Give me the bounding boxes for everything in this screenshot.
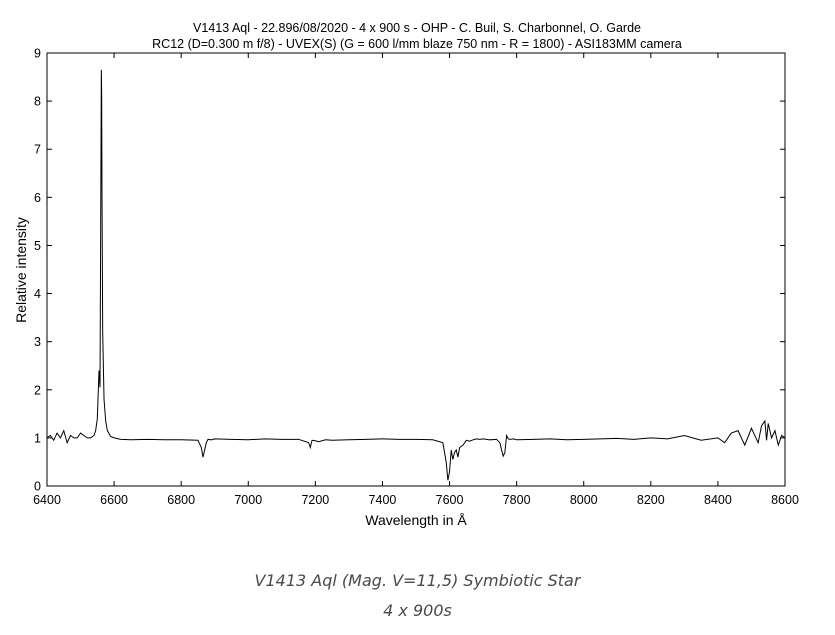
x-tick-label: 7400 bbox=[369, 493, 397, 507]
x-tick-label: 8400 bbox=[704, 493, 732, 507]
x-tick-label: 7000 bbox=[234, 493, 262, 507]
y-tick-label: 1 bbox=[34, 431, 41, 445]
series-line-spectrum bbox=[46, 69, 786, 481]
x-tick-label: 7200 bbox=[301, 493, 329, 507]
chart-title: V1413 Aql - 22.896/08/2020 - 4 x 900 s -… bbox=[193, 21, 641, 35]
x-tick-label: 8600 bbox=[771, 493, 799, 507]
x-tick-label: 7600 bbox=[436, 493, 464, 507]
y-tick-label: 9 bbox=[34, 47, 41, 61]
caption-line-1: V1413 Aql (Mag. V=11,5) Symbiotic Star bbox=[254, 571, 581, 590]
x-tick-label: 8200 bbox=[637, 493, 665, 507]
x-axis-label: Wavelength in Å bbox=[365, 512, 467, 528]
y-tick-label: 7 bbox=[34, 143, 41, 157]
x-tick-label: 8000 bbox=[570, 493, 598, 507]
y-tick-label: 6 bbox=[34, 191, 41, 205]
chart-subtitle: RC12 (D=0.300 m f/8) - UVEX(S) (G = 600 … bbox=[152, 37, 682, 51]
y-axis-ticks: 0 1 2 3 4 5 6 7 8 9 bbox=[34, 47, 785, 494]
spectrum-chart: V1413 Aql - 22.896/08/2020 - 4 x 900 s -… bbox=[13, 21, 799, 528]
plot-area-frame bbox=[46, 52, 786, 487]
y-axis-label: Relative intensity bbox=[13, 217, 29, 323]
y-tick-label: 0 bbox=[34, 480, 41, 494]
x-tick-label: 6800 bbox=[167, 493, 195, 507]
x-axis-ticks: 6400 6600 6800 7000 7200 7400 7600 7800 8000 8200… bbox=[33, 53, 799, 507]
y-tick-label: 5 bbox=[34, 239, 41, 253]
x-tick-label: 7800 bbox=[503, 493, 531, 507]
y-tick-label: 3 bbox=[34, 335, 41, 349]
x-tick-label: 6600 bbox=[100, 493, 128, 507]
y-tick-label: 2 bbox=[34, 383, 41, 397]
y-tick-label: 4 bbox=[34, 287, 41, 301]
caption-line-2: 4 x 900s bbox=[383, 601, 452, 620]
y-tick-label: 8 bbox=[34, 95, 41, 109]
x-tick-label: 6400 bbox=[33, 493, 61, 507]
